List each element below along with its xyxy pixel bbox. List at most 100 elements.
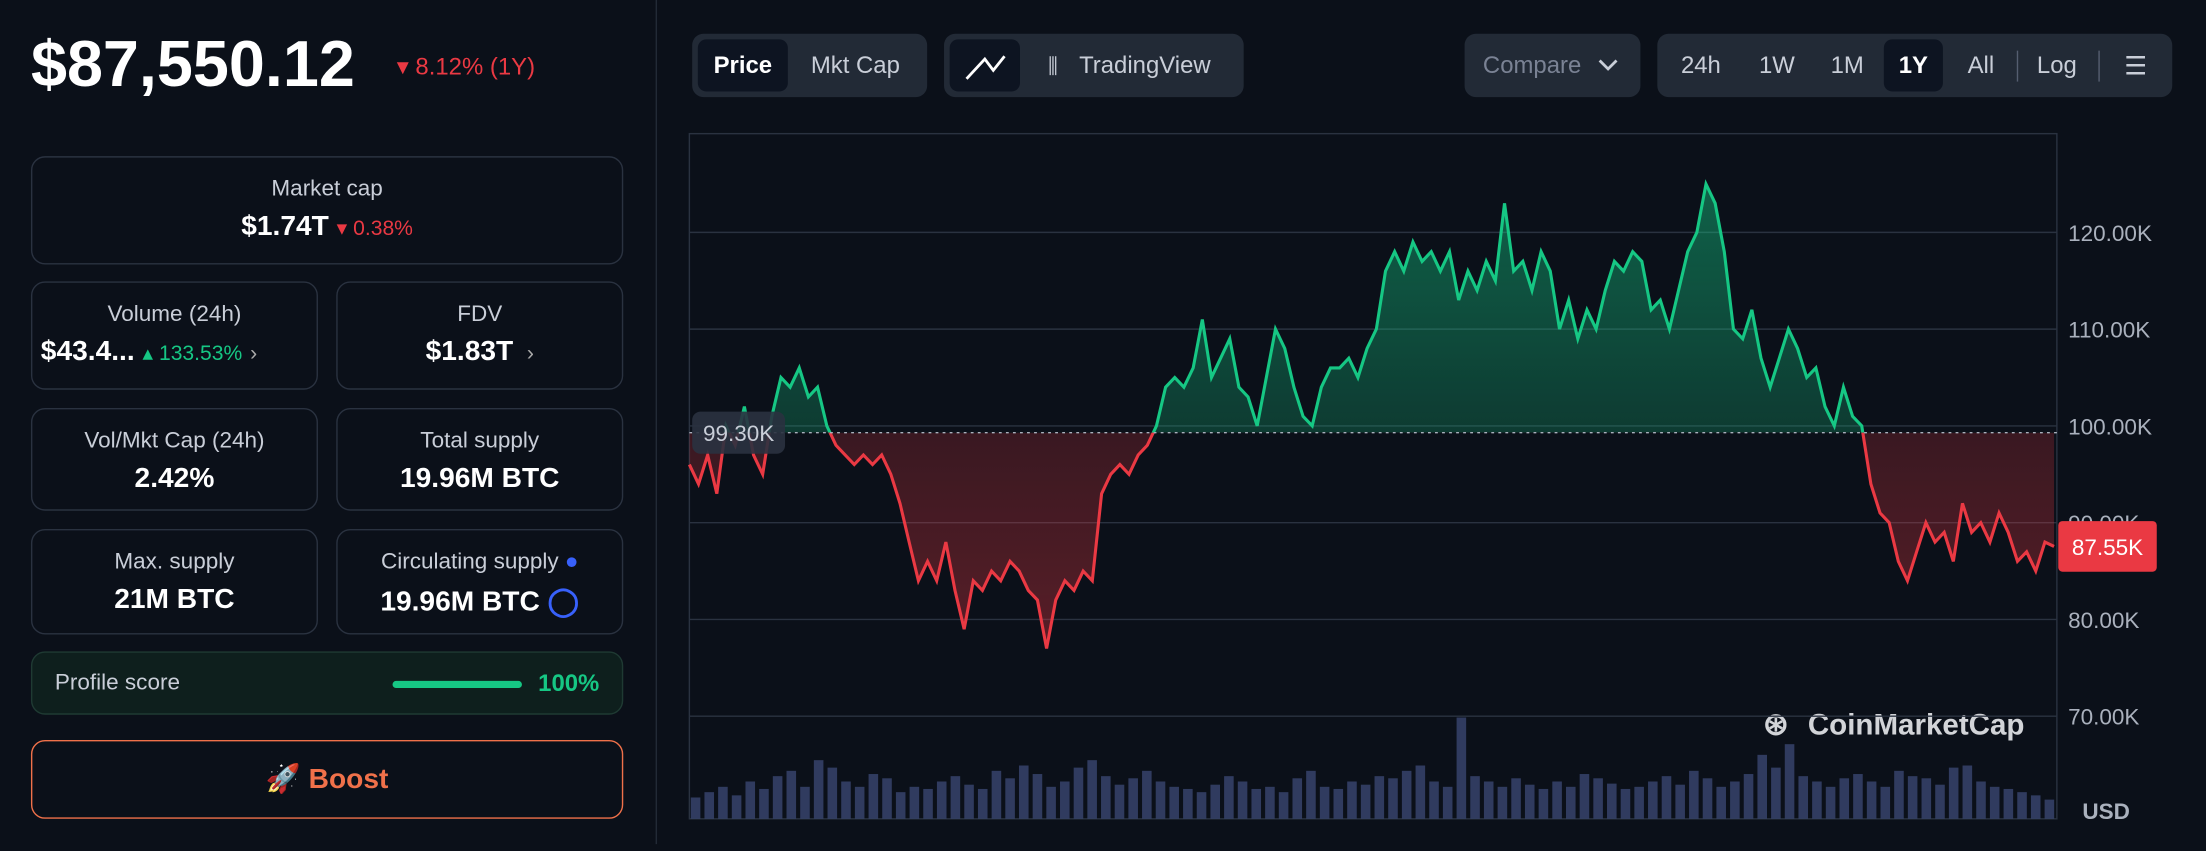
label: FDV [457, 302, 503, 327]
value: 100% [538, 669, 600, 697]
volume-bar [1524, 784, 1535, 819]
range-button[interactable]: 1M [1831, 52, 1864, 79]
price-button-bg[interactable] [697, 39, 788, 92]
volume-bar [1183, 788, 1193, 819]
volume-bar [1866, 781, 1877, 819]
volume-bar [950, 776, 961, 819]
volume-bar [1333, 788, 1344, 819]
volume-bar [1114, 784, 1125, 819]
line-button[interactable] [949, 39, 1020, 92]
volume-bar [1634, 786, 1644, 819]
value: $43.4... ▴ 133.53% › [40, 336, 258, 368]
volume-bar [1948, 767, 1959, 819]
volume-card[interactable]: Volume (24h) $43.4... ▴ 133.53% › [30, 281, 318, 390]
volume-bar [1743, 774, 1754, 819]
change: ▴ 133.53% [142, 341, 243, 366]
mktcap-button[interactable]: Mkt Cap [811, 52, 900, 79]
last-price-marker [2058, 521, 2157, 572]
volume-bar [841, 781, 851, 819]
volume-bar [1962, 765, 1973, 819]
settings-icon[interactable]: ☰ [2124, 53, 2147, 81]
chart: Price Mkt Cap TradingView ⫼ Compare Log … [687, 33, 2173, 824]
last-price-label: 87.55K [2072, 535, 2143, 560]
volume-bar [1675, 784, 1685, 819]
stats-panel: $87,550.12 ▾ 8.12% (1Y) Market cap $1.74… [0, 0, 656, 844]
volume-bar [1251, 788, 1262, 819]
compare-button[interactable] [1464, 33, 1641, 98]
volume-bar [1429, 781, 1439, 819]
volume-bar [1360, 784, 1371, 819]
watermark: ⊛ [1763, 706, 1789, 741]
volume-bar [1470, 776, 1480, 819]
value: 21M BTC [114, 583, 235, 615]
label: Market cap [271, 177, 383, 202]
range-selected [1883, 39, 1943, 92]
price-button[interactable]: Price [714, 52, 772, 79]
change-text: 8.12% (1Y) [415, 53, 536, 81]
volume-bar [1060, 781, 1070, 819]
volume-bar [1306, 770, 1316, 819]
price-line-down [687, 432, 2055, 649]
tradingview-button[interactable]: TradingView [1079, 52, 1211, 79]
volume-bar [745, 781, 756, 819]
volume-bar [2044, 799, 2055, 819]
volume-bar [2003, 788, 2014, 819]
volume-bar [1292, 778, 1303, 819]
volume-bar [1730, 781, 1740, 819]
label: Circulating supply ● [380, 550, 579, 575]
volume-bar [1784, 744, 1795, 819]
volume-bar [964, 784, 974, 819]
label: Max. supply [114, 550, 235, 575]
volume-bar [1921, 778, 1932, 819]
volume-bar [977, 788, 988, 819]
label: Vol/Mkt Cap (24h) [84, 429, 265, 454]
price: $87,550.12 [30, 26, 355, 100]
label-text: Circulating supply [380, 550, 559, 575]
range-button[interactable]: 1W [1759, 52, 1795, 79]
volume-bar [1648, 781, 1658, 819]
total-supply-card: Total supply 19.96M BTC [336, 407, 624, 511]
volume-bar [1538, 788, 1549, 819]
range-button[interactable]: 1Y [1899, 52, 1928, 79]
value-text: $43.4... [40, 336, 135, 368]
volume-bar [1169, 786, 1179, 819]
max-supply-card: Max. supply 21M BTC [30, 528, 318, 635]
label: Profile score [54, 671, 180, 696]
volume-bar [731, 795, 742, 819]
y-tick-label: 120.00K [2068, 221, 2152, 246]
volume-bar [759, 788, 769, 819]
volume-bar [1032, 774, 1043, 819]
volume-bar [704, 792, 715, 819]
line-icon [965, 55, 1006, 80]
compare-text: Compare [1483, 52, 1581, 79]
volume-bar [923, 788, 933, 819]
volume-bar [1319, 786, 1330, 819]
profile-score: Profile score 100% [30, 651, 624, 715]
volume-bar [1771, 767, 1781, 819]
log-button[interactable]: Log [2037, 52, 2077, 79]
market-cap-card: Market cap $1.74T ▾ 0.38% [30, 156, 624, 265]
circulating-supply-card: Circulating supply ● 19.96M BTC ◯ [336, 528, 624, 635]
volume-bar [1798, 776, 1809, 819]
volume-bar [1224, 776, 1234, 819]
area-down [689, 432, 2055, 649]
fdv-card[interactable]: FDV $1.83T › [336, 281, 624, 390]
volume-bar [868, 774, 879, 819]
volume-bar [1757, 754, 1768, 819]
volume-bar [1894, 770, 1904, 819]
volume-bar [1087, 760, 1097, 819]
value-text: $1.74T [241, 211, 329, 242]
value: 2.42% [134, 462, 215, 494]
volume-bar [1689, 770, 1699, 819]
volume-bar [1388, 778, 1398, 819]
volume-bar [1661, 776, 1672, 819]
price-line-up [723, 179, 1865, 433]
range-button[interactable]: All [1968, 52, 1995, 79]
value-text: 19.96M BTC [380, 586, 540, 618]
volume-bar [1210, 784, 1221, 819]
volume-bar [690, 797, 701, 819]
range-button[interactable]: 24h [1681, 52, 1721, 79]
boost-button[interactable]: 🚀 Boost [30, 740, 624, 819]
volume-bar [1907, 776, 1918, 819]
chevron [1598, 59, 1618, 71]
